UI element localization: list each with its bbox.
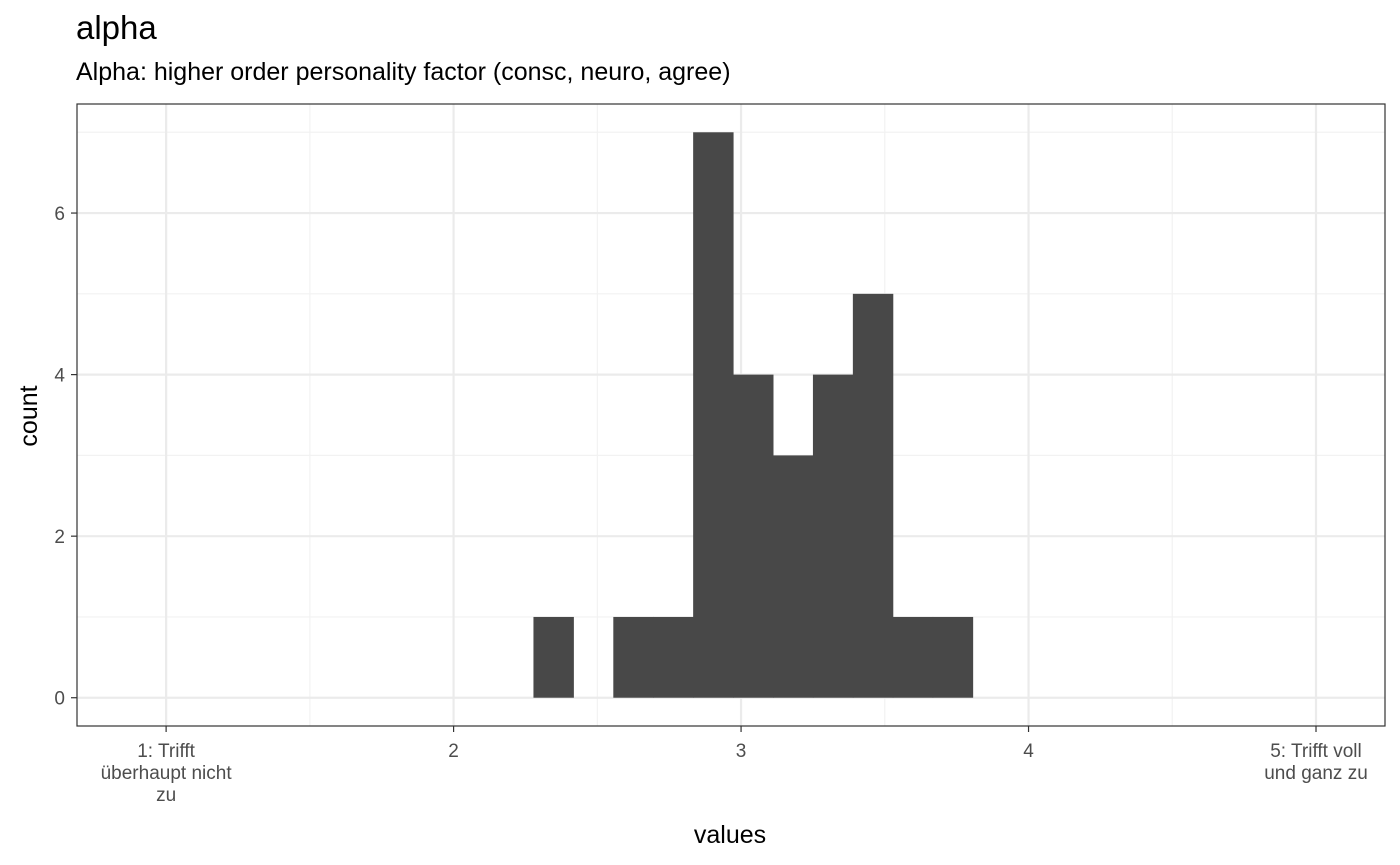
y-tick-label: 2 xyxy=(54,527,65,548)
histogram-bar xyxy=(892,616,934,698)
y-axis-ticks: 0 2 4 6 xyxy=(54,204,77,710)
x-tick-label: 3 xyxy=(736,741,747,762)
histogram-bar xyxy=(733,374,774,698)
y-tick-label: 6 xyxy=(54,204,65,225)
panel-border xyxy=(76,103,1386,727)
histogram-bars xyxy=(533,132,974,698)
chart-title: alpha xyxy=(76,9,157,46)
y-tick-label: 0 xyxy=(54,689,65,710)
x-axis-ticks: 1: Trifft überhaupt nicht zu 2 3 4 5: Trifft v… xyxy=(101,726,1368,806)
y-axis-title: count xyxy=(15,385,43,446)
x-axis-title: values xyxy=(694,821,766,849)
chart-subtitle: Alpha: higher order personality factor (… xyxy=(76,58,731,86)
histogram-bar xyxy=(613,616,654,698)
histogram-bar xyxy=(812,374,854,698)
y-tick-label: 4 xyxy=(54,366,65,387)
histogram-bar xyxy=(693,132,734,698)
x-tick-label: 4 xyxy=(1023,741,1034,762)
histogram-bar xyxy=(852,293,894,698)
x-tick-label: 2 xyxy=(448,741,459,762)
histogram-bar xyxy=(772,455,814,698)
x-tick-label: 1: Trifft überhaupt nicht zu xyxy=(101,741,233,806)
histogram-bar xyxy=(653,616,694,698)
histogram-bar xyxy=(533,616,574,698)
histogram-bar xyxy=(932,616,974,698)
x-tick-label: 5: Trifft voll und ganz zu xyxy=(1264,741,1368,784)
